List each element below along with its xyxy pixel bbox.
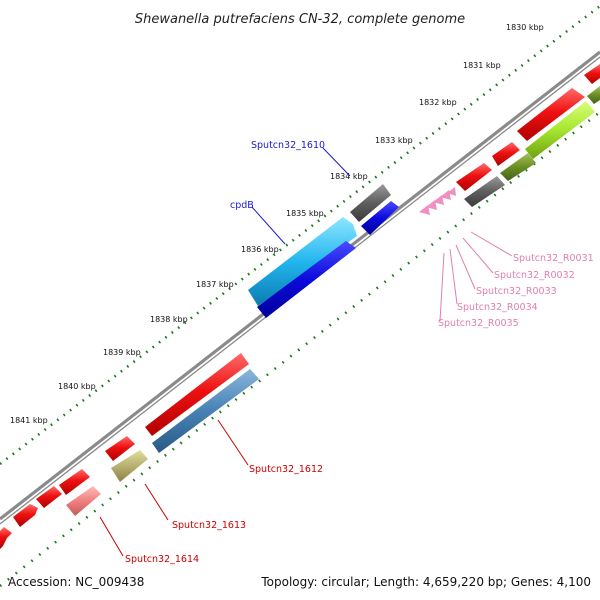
- ruler-label-1839: 1839 kbp: [103, 348, 141, 357]
- cds-feature[interactable]: [152, 369, 259, 453]
- cds-feature-sputcn32-1610[interactable]: [257, 241, 356, 318]
- cds-feature[interactable]: [59, 469, 90, 495]
- label-sputcn32-r0034[interactable]: Sputcn32_R0034: [457, 302, 538, 313]
- cds-feature[interactable]: [145, 353, 249, 436]
- cds-feature[interactable]: [111, 450, 148, 482]
- label-sputcn32-r0033[interactable]: Sputcn32_R0033: [476, 286, 557, 297]
- trna-feature[interactable]: [433, 195, 444, 205]
- cds-feature[interactable]: [105, 436, 135, 461]
- cds-feature[interactable]: [464, 176, 505, 207]
- cds-feature[interactable]: [350, 184, 391, 222]
- trna-feature[interactable]: [447, 187, 456, 196]
- cds-feature[interactable]: [492, 142, 520, 166]
- label-sputcn32-1614[interactable]: Sputcn32_1614: [125, 554, 199, 565]
- label-sputcn32-r0032[interactable]: Sputcn32_R0032: [494, 270, 575, 281]
- ruler-label-1833: 1833 kbp: [375, 136, 413, 145]
- label-sputcn32-r0035[interactable]: Sputcn32_R0035: [438, 318, 519, 329]
- label-sputcn32-1612[interactable]: Sputcn32_1612: [249, 464, 323, 475]
- reverse-strand-features: [66, 86, 600, 516]
- ruler-track-outer: [0, 4, 600, 466]
- cds-feature[interactable]: [525, 101, 595, 159]
- cds-feature[interactable]: [587, 86, 600, 104]
- forward-strand-features: [0, 64, 600, 549]
- ruler-label-1834: 1834 kbp: [330, 172, 368, 181]
- ruler-label-1841: 1841 kbp: [10, 416, 48, 425]
- cds-feature[interactable]: [500, 153, 536, 181]
- ruler-labels: 1830 kbp 1831 kbp 1832 kbp 1833 kbp 1834…: [10, 23, 544, 425]
- ruler-label-1840: 1840 kbp: [58, 382, 96, 391]
- ruler-label-1832: 1832 kbp: [419, 98, 457, 107]
- label-leaders: [99, 147, 513, 557]
- label-sputcn32-1610[interactable]: Sputcn32_1610: [251, 140, 325, 151]
- cds-feature[interactable]: [456, 163, 492, 191]
- cds-feature[interactable]: [584, 64, 600, 84]
- topology-info-text: Topology: circular; Length: 4,659,220 bp…: [260, 575, 591, 589]
- label-cpdb[interactable]: cpdB: [230, 200, 254, 211]
- ruler-label-1836: 1836 kbp: [241, 245, 279, 254]
- cds-feature[interactable]: [0, 527, 12, 549]
- trna-feature[interactable]: [419, 205, 430, 215]
- label-sputcn32-r0031[interactable]: Sputcn32_R0031: [513, 253, 594, 264]
- trna-features: [419, 187, 456, 215]
- ruler-label-1837: 1837 kbp: [196, 280, 234, 289]
- ruler-label-1838: 1838 kbp: [150, 315, 188, 324]
- label-sputcn32-1613[interactable]: Sputcn32_1613: [172, 520, 246, 531]
- ruler-label-1831: 1831 kbp: [463, 61, 501, 70]
- ruler-track-inner: [0, 110, 600, 588]
- cds-feature[interactable]: [517, 88, 585, 141]
- cds-feature[interactable]: [66, 486, 101, 516]
- accession-text: Accession: NC_009438: [8, 575, 144, 589]
- cds-feature-cpdb[interactable]: [248, 217, 357, 306]
- map-title: Shewanella putrefaciens CN-32, complete …: [135, 12, 465, 27]
- ruler-label-1835: 1835 kbp: [286, 209, 324, 218]
- gene-labels: Sputcn32_1610 cpdB Sputcn32_1612 Sputcn3…: [125, 140, 594, 565]
- ruler-label-1830: 1830 kbp: [506, 23, 544, 32]
- cds-feature[interactable]: [361, 201, 399, 235]
- cds-feature[interactable]: [36, 486, 62, 508]
- cds-feature[interactable]: [13, 504, 38, 527]
- trna-feature[interactable]: [426, 200, 437, 210]
